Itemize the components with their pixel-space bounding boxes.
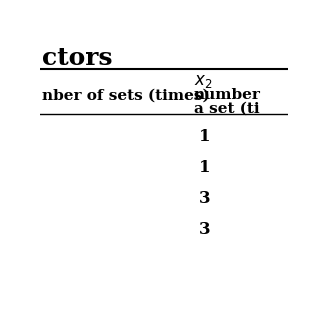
Text: a set (ti: a set (ti [194, 101, 260, 115]
Text: 1: 1 [199, 128, 210, 146]
Text: $x_2$: $x_2$ [194, 73, 212, 90]
Text: 1: 1 [199, 159, 210, 176]
Text: nber of sets (times): nber of sets (times) [43, 89, 210, 103]
Text: ctors: ctors [43, 46, 113, 70]
Text: 3: 3 [199, 221, 210, 238]
Text: 3: 3 [199, 190, 210, 207]
Text: number: number [194, 88, 260, 102]
